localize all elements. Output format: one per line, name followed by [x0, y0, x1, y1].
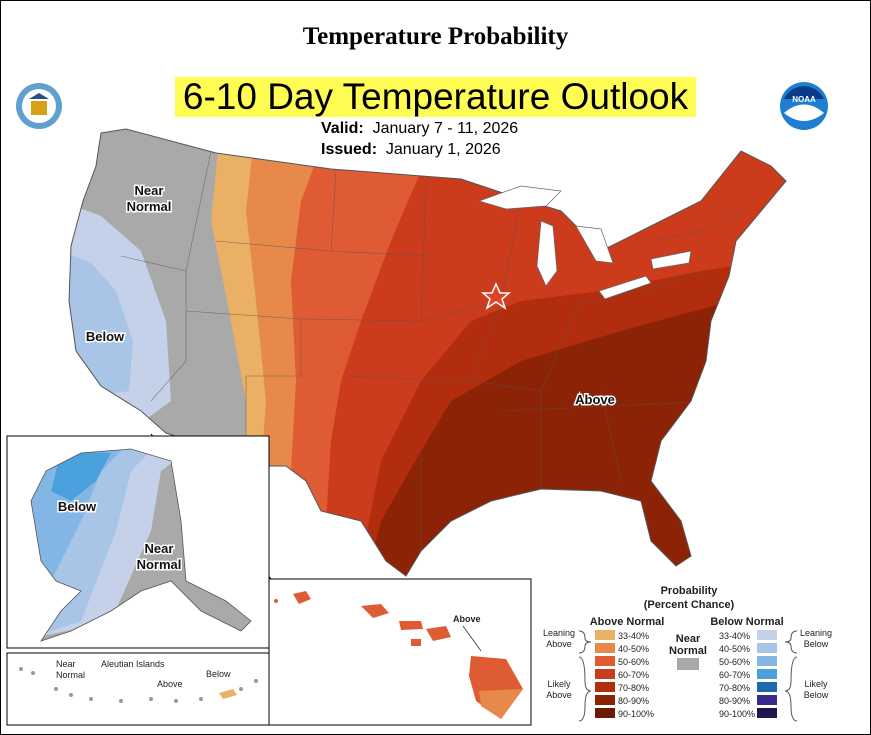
legend-above-swatch-6 — [595, 708, 615, 718]
legend-below-swatch-4 — [757, 682, 777, 692]
hawaii-islands — [274, 591, 523, 719]
legend-leaning-below-1: Leaning — [800, 628, 832, 638]
legend-below-label-6: 90-100% — [719, 709, 755, 719]
great-lakes — [477, 185, 692, 300]
issued-label: Issued: — [321, 141, 378, 158]
legend-below-swatch-1 — [757, 643, 777, 653]
bracket-leaning-above — [578, 630, 592, 654]
label-west-below: Below — [86, 329, 125, 344]
legend-near-1: Near — [676, 633, 701, 645]
outlook-title: 6-10 Day Temperature Outlook — [174, 77, 697, 117]
legend-above-bins: 33-40% 40-50% 50-60% 60-70% 70-80% 80-90% 90-1… — [595, 630, 654, 719]
aleutian-inset-frame — [6, 652, 270, 726]
aleutian-near-1: Near — [56, 659, 76, 669]
issued-date: January 1, 2026 — [385, 141, 501, 158]
legend-below-label-0: 33-40% — [719, 631, 750, 641]
label-east-above: Above — [575, 392, 615, 407]
legend-above-label-2: 50-60% — [618, 657, 649, 667]
legend-below-label-5: 80-90% — [719, 696, 750, 706]
label-alaska-near-1: Near — [145, 541, 174, 556]
legend-leaning-below-2: Below — [804, 639, 829, 649]
state-borders — [120, 150, 742, 561]
legend-above-swatch-5 — [595, 695, 615, 705]
legend-below-header: Below Normal — [710, 616, 783, 628]
legend-title: Probability — [661, 585, 719, 597]
legend-below-swatch-3 — [757, 669, 777, 679]
legend-subtitle: (Percent Chance) — [644, 599, 735, 611]
lake-erie — [598, 275, 652, 300]
legend-below-label-3: 60-70% — [719, 670, 750, 680]
legend-above-swatch-0 — [595, 630, 615, 640]
legend-above-swatch-3 — [595, 669, 615, 679]
legend-near-swatch — [677, 658, 699, 670]
bracket-likely-below — [784, 656, 798, 722]
page-title: Temperature Probability — [302, 23, 569, 50]
legend-likely-below-2: Below — [804, 690, 829, 700]
bracket-leaning-below — [784, 630, 798, 654]
legend-below-swatch-2 — [757, 656, 777, 666]
legend-likely-above-1: Likely — [547, 679, 571, 689]
doc-seal-icon — [16, 83, 62, 129]
noaa-logo-icon: NOAA — [780, 82, 828, 130]
legend-likely-below-1: Likely — [804, 679, 828, 689]
legend-above-label-4: 70-80% — [618, 683, 649, 693]
alaska-outline — [30, 448, 252, 642]
lake-huron — [575, 225, 614, 264]
legend: Probability (Percent Chance) Above Norma… — [543, 585, 832, 722]
label-hawaii-above: Above — [453, 614, 481, 624]
legend-above-label-3: 60-70% — [618, 670, 649, 680]
location-star-icon — [480, 282, 512, 310]
lake-michigan — [536, 220, 558, 287]
legend-likely-above-2: Above — [546, 690, 572, 700]
valid-dates: January 7 - 11, 2026 — [372, 120, 519, 137]
legend-above-label-6: 90-100% — [618, 709, 654, 719]
legend-below-swatch-6 — [757, 708, 777, 718]
label-alaska-near-2: Normal — [137, 557, 182, 572]
legend-above-label-5: 80-90% — [618, 696, 649, 706]
lake-ontario — [650, 250, 692, 270]
legend-above-label-1: 40-50% — [618, 644, 649, 654]
legend-above-header: Above Normal — [590, 616, 665, 628]
legend-leaning-above-2: Above — [546, 639, 572, 649]
aleutian-title: Aleutian Islands — [101, 659, 165, 669]
aleutian-above-patch — [219, 689, 237, 699]
legend-below-label-1: 40-50% — [719, 644, 750, 654]
valid-line: Valid: January 7 - 11, 2026 — [321, 120, 518, 138]
legend-below-swatch-0 — [757, 630, 777, 640]
noaa-logo-text: NOAA — [792, 95, 816, 104]
label-west-near-normal-2: Normal — [127, 199, 172, 214]
valid-label: Valid: — [321, 120, 364, 137]
lake-superior — [477, 185, 562, 210]
legend-above-label-0: 33-40% — [618, 631, 649, 641]
aleutian-islands-shapes — [19, 667, 258, 703]
aleutian-near-2: Normal — [56, 670, 85, 680]
legend-above-swatch-4 — [595, 682, 615, 692]
legend-below-label-2: 50-60% — [719, 657, 750, 667]
legend-below-swatch-5 — [757, 695, 777, 705]
hawaii-label-pointer — [462, 625, 482, 652]
issued-line: Issued: January 1, 2026 — [321, 141, 501, 159]
aleutian-above: Above — [157, 679, 183, 689]
conus-outline — [68, 128, 787, 577]
legend-below-label-4: 70-80% — [719, 683, 750, 693]
label-alaska-below: Below — [58, 499, 97, 514]
legend-leaning-above-1: Leaning — [543, 628, 575, 638]
legend-above-swatch-1 — [595, 643, 615, 653]
legend-near-2: Normal — [669, 645, 707, 657]
aleutian-below: Below — [206, 669, 231, 679]
label-west-near-normal-1: Near — [135, 183, 164, 198]
legend-above-swatch-2 — [595, 656, 615, 666]
bracket-likely-above — [578, 656, 592, 722]
legend-below-bins: 33-40% 40-50% 50-60% 60-70% 70-80% 80-90% 90-1… — [719, 630, 777, 719]
